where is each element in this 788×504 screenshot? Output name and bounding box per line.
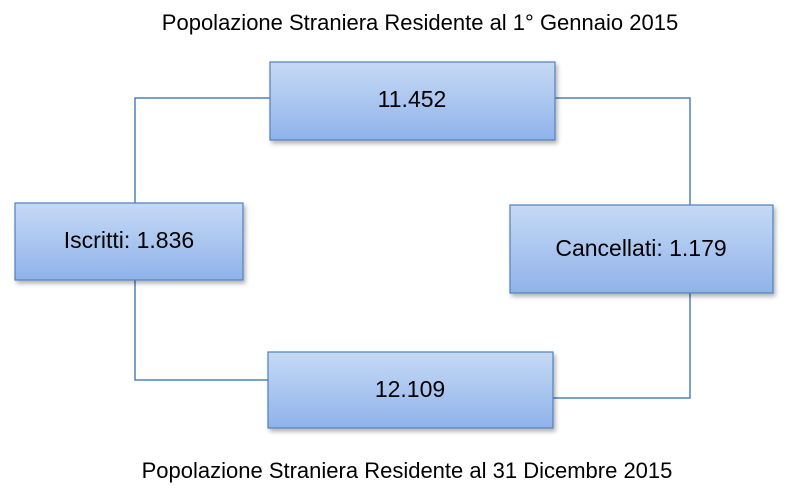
title: Popolazione Straniera Residente al 1° Ge… <box>162 10 678 35</box>
node-label: Cancellati: 1.179 <box>555 235 726 261</box>
node-label: 11.452 <box>378 86 447 112</box>
node-label: 12.109 <box>375 376 445 402</box>
node-label: Iscritti: 1.836 <box>64 227 194 253</box>
connector <box>553 293 691 399</box>
connector <box>134 280 268 381</box>
footer: Popolazione Straniera Residente al 31 Di… <box>142 458 673 483</box>
connector <box>134 97 270 203</box>
connector <box>555 97 691 205</box>
node-box <box>509 204 774 294</box>
node-box <box>14 202 244 281</box>
node-box <box>267 351 554 429</box>
node-box <box>269 61 556 141</box>
